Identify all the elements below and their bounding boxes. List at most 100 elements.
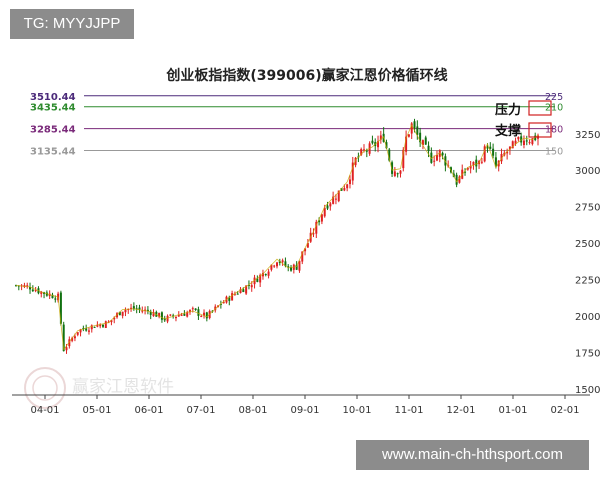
candle-body <box>441 152 444 156</box>
x-tick-label: 08-01 <box>238 405 267 416</box>
candle-body <box>340 188 343 191</box>
moving-average-line <box>15 124 539 351</box>
candle-body <box>298 260 301 271</box>
chart-title: 创业板指指数(399006)赢家江恩价格循环线 <box>165 67 447 84</box>
level-price-label: 3135.44 <box>30 146 76 157</box>
candle-body <box>320 214 323 222</box>
y-tick-label: 1750 <box>575 349 600 360</box>
candle-body <box>312 233 315 235</box>
candle-body <box>121 311 124 316</box>
candle-body <box>424 137 427 145</box>
candle-body <box>284 261 287 267</box>
candle-body <box>62 324 65 352</box>
candle-body <box>124 309 127 313</box>
candle-body <box>169 314 172 316</box>
candle-body <box>391 162 394 174</box>
support-box <box>528 122 552 138</box>
candle-body <box>29 287 32 290</box>
candle-body <box>332 196 335 204</box>
watermark-logo-icon <box>24 367 66 409</box>
candle-body <box>276 262 278 267</box>
candle-body <box>514 140 517 144</box>
candle-body <box>337 190 340 202</box>
candle-body <box>104 321 107 329</box>
candle-body <box>458 176 461 183</box>
candle-body <box>483 146 486 162</box>
candle-body <box>54 298 57 300</box>
candle-body <box>528 142 531 144</box>
candle-body <box>146 309 149 312</box>
candle-body <box>455 174 458 185</box>
candle-body <box>371 140 374 144</box>
candle-body <box>393 171 396 176</box>
candle-body <box>433 160 436 162</box>
candle-body <box>71 337 74 341</box>
candle-body <box>172 315 175 317</box>
candle-body <box>152 312 155 317</box>
candle-body <box>180 314 183 316</box>
candle-body <box>96 324 99 327</box>
candle-body <box>407 134 410 137</box>
candle-body <box>59 292 62 324</box>
candle-body <box>273 265 276 267</box>
x-tick-label: 12-01 <box>446 405 475 416</box>
x-axis: 04-01 05-01 06-01 07-01 08-01 09-01 10-01 11-01… <box>12 394 590 416</box>
candle-body <box>379 135 382 140</box>
x-tick-label: 07-01 <box>186 405 215 416</box>
candle-body <box>511 141 514 149</box>
candle-body <box>166 315 169 322</box>
watermark-logo-inner <box>32 375 58 401</box>
candle-body <box>427 145 430 152</box>
channel-tag: TG: MYYJJPP <box>10 9 134 39</box>
candle-body <box>318 220 321 223</box>
resistance-box <box>528 100 552 116</box>
candle-body <box>290 267 293 271</box>
candle-body <box>334 198 337 200</box>
candle-body <box>419 132 422 143</box>
candle-body <box>301 251 304 262</box>
candle-body <box>329 203 332 207</box>
candle-body <box>76 332 79 335</box>
support-label: 支撑 <box>494 123 521 139</box>
candle-body <box>270 264 273 270</box>
candle-body <box>315 221 318 234</box>
level-cycle-label: 210 <box>545 103 563 114</box>
candle-body <box>464 171 467 173</box>
candle-body <box>79 329 82 333</box>
candle-body <box>203 312 206 316</box>
candle-body <box>205 312 208 319</box>
candle-body <box>492 148 495 156</box>
candle-body <box>469 166 472 169</box>
x-tick-label: 02-01 <box>550 405 579 416</box>
y-axis: 1500 1750 2000 2250 2500 2750 3000 3250 <box>575 130 600 396</box>
candle-body <box>177 314 180 317</box>
y-tick-label: 1500 <box>575 385 600 396</box>
candle-body <box>435 154 438 161</box>
candle-body <box>287 266 290 268</box>
level-price-label: 3285.44 <box>30 125 76 136</box>
y-tick-label: 2000 <box>575 312 600 323</box>
candle-body <box>267 271 270 276</box>
candle-body <box>494 157 497 167</box>
candle-body <box>326 205 329 209</box>
candle-body <box>261 273 264 277</box>
y-tick-label: 2500 <box>575 239 600 250</box>
candle-body <box>531 138 534 145</box>
level-cycle-label: 150 <box>545 146 563 157</box>
candle-body <box>522 140 525 145</box>
candle-body <box>253 277 256 285</box>
candle-body <box>295 264 298 270</box>
candle-body <box>525 140 528 142</box>
candle-body <box>242 289 245 293</box>
candle-body <box>85 328 88 331</box>
y-tick-label: 2750 <box>575 203 600 214</box>
watermark-text: 赢家江恩软件 <box>72 377 174 397</box>
candle-body <box>113 317 116 320</box>
candle-body <box>65 347 68 351</box>
candle-body <box>517 136 520 140</box>
x-tick-label: 05-01 <box>82 405 111 416</box>
candle-body <box>346 184 349 189</box>
candle-body <box>219 303 222 305</box>
level-price-label: 3435.44 <box>30 103 76 114</box>
